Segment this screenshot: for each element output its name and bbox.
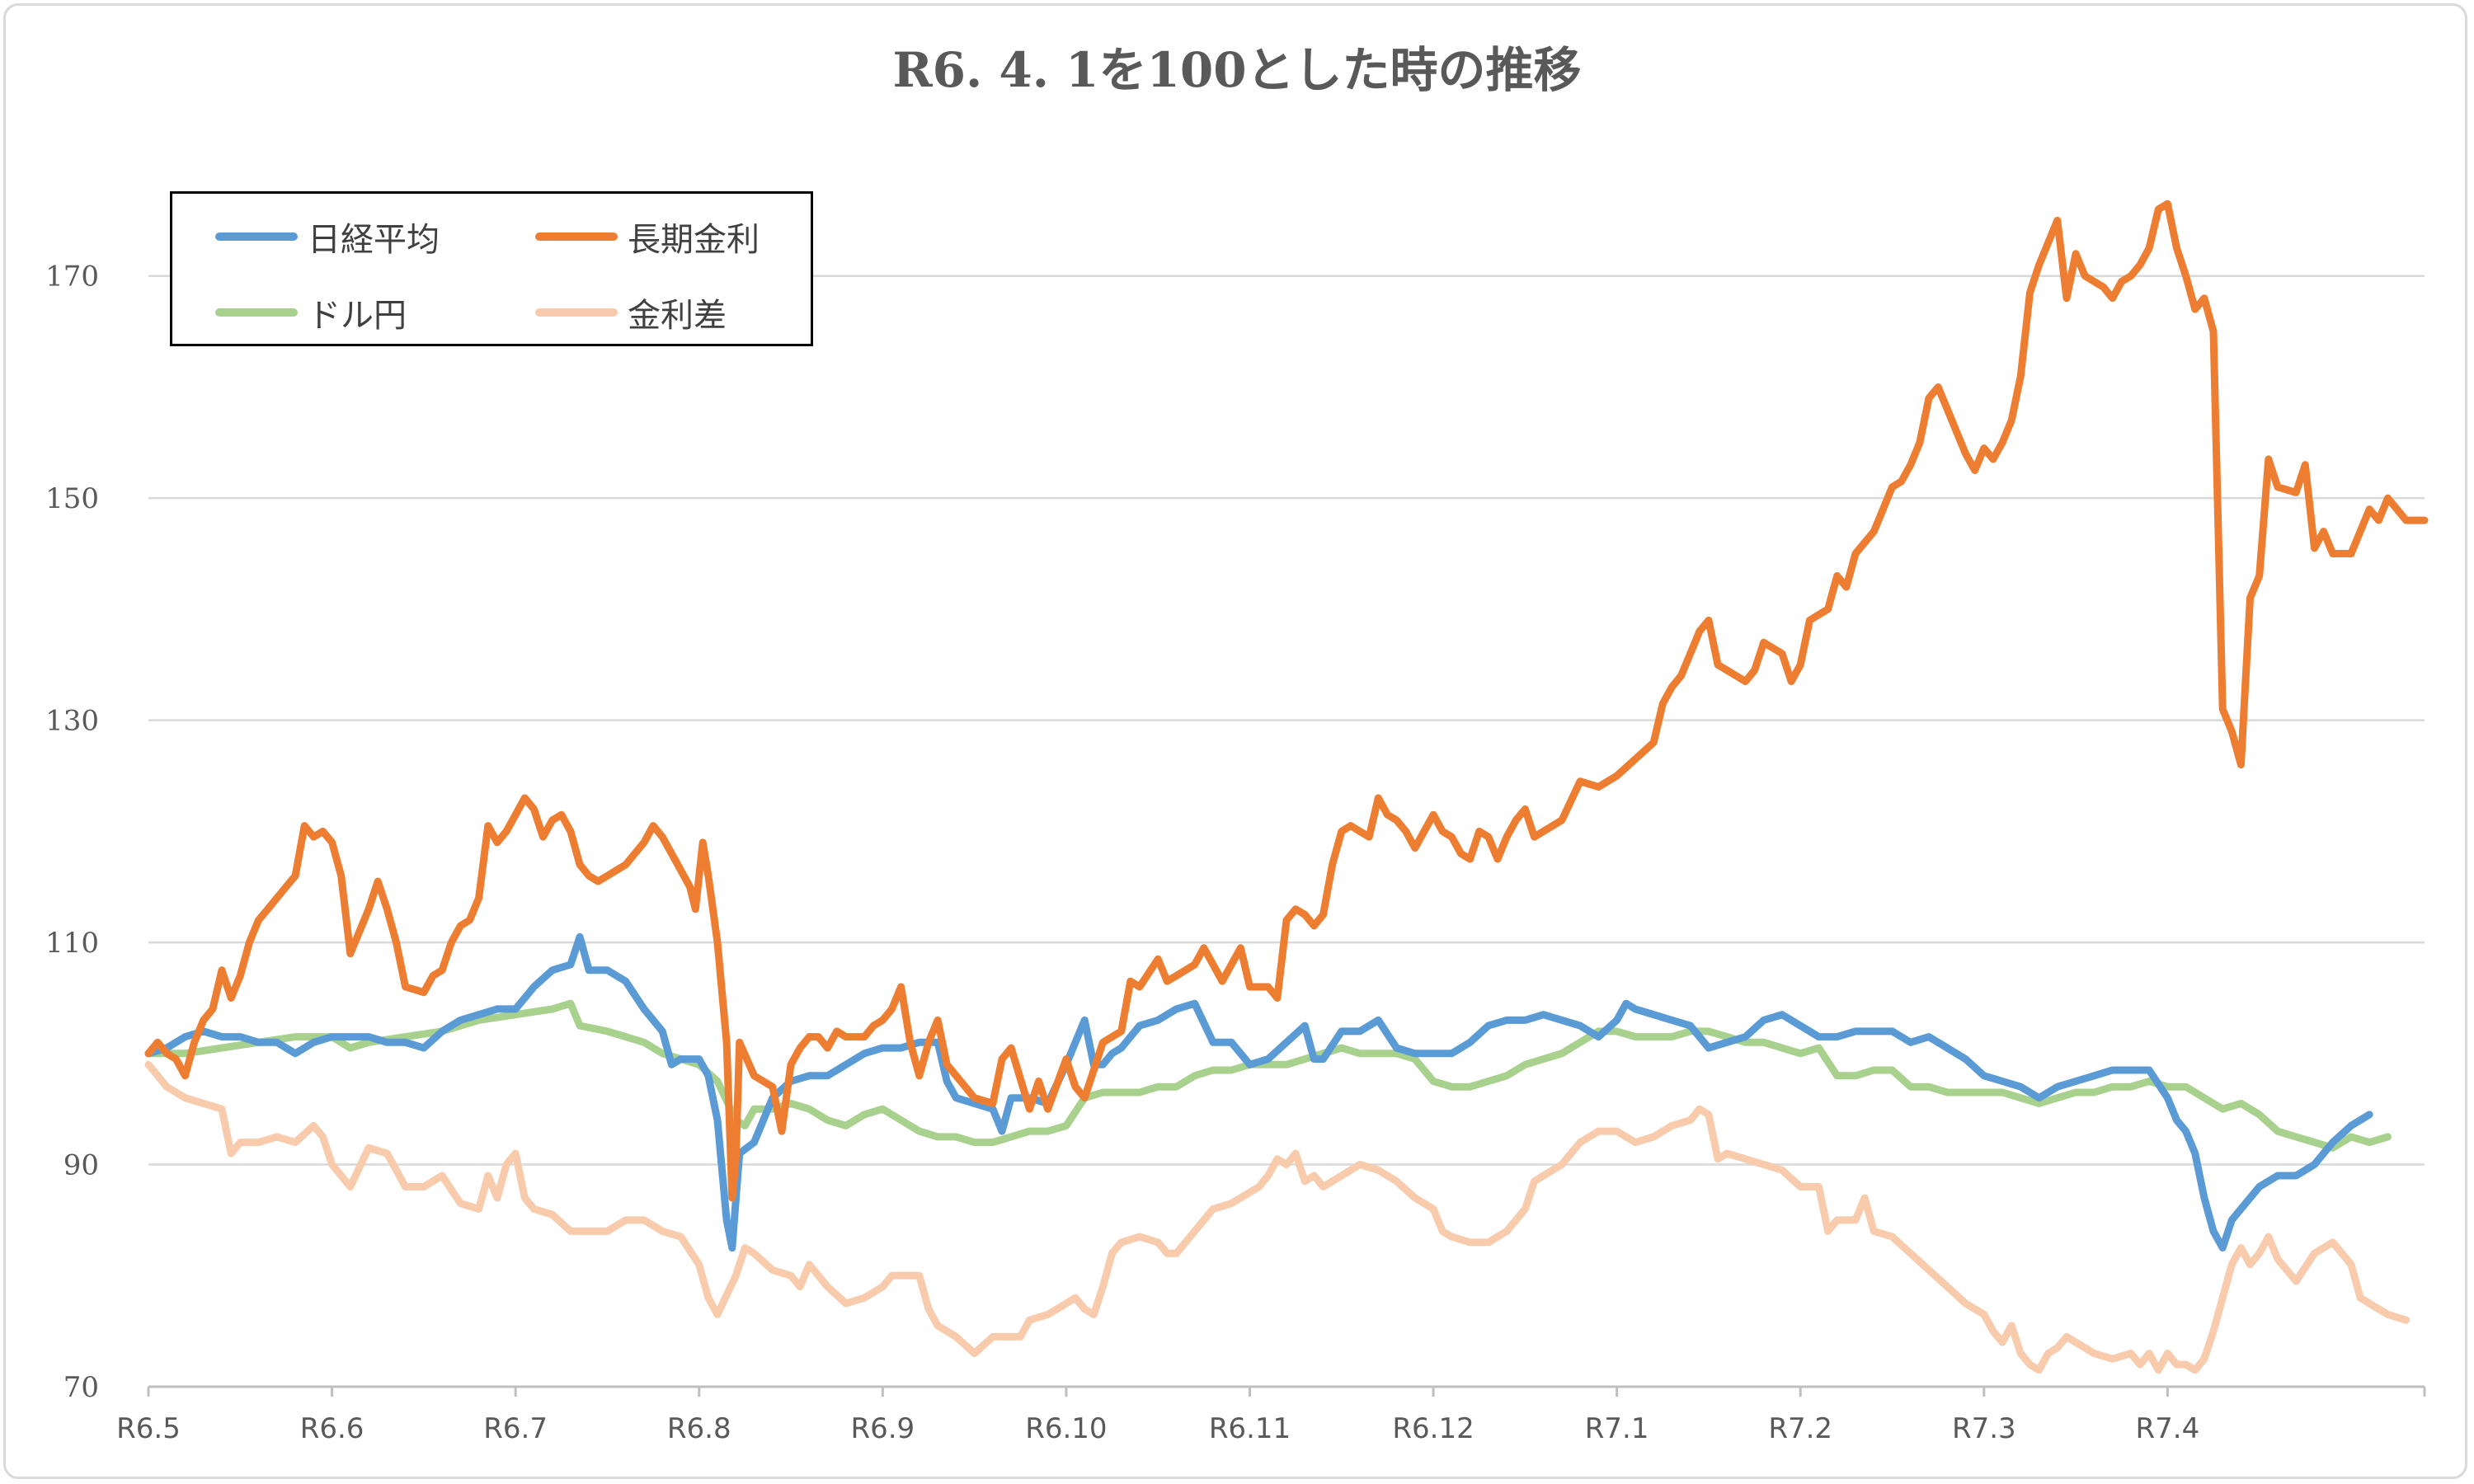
x-tick-label-0: R6.5 bbox=[116, 1412, 181, 1445]
legend-label-long-rate: 長期金利 bbox=[628, 221, 760, 259]
chart-title: R6. 4. 1を100とした時の推移 bbox=[892, 42, 1582, 98]
legend: 日経平均 長期金利 ドル円 金利差 bbox=[170, 191, 813, 346]
legend-item-nikkei: 日経平均 bbox=[215, 212, 440, 261]
x-tick-label-11: R7.4 bbox=[2136, 1412, 2200, 1445]
x-tick-label-1: R6.6 bbox=[300, 1412, 365, 1445]
x-tick-label-5: R6.10 bbox=[1025, 1412, 1107, 1445]
x-tick-label-9: R7.2 bbox=[1768, 1412, 1832, 1445]
series-line-2 bbox=[144, 999, 2392, 1152]
legend-label-rate-diff: 金利差 bbox=[628, 297, 727, 335]
legend-item-rate-diff: 金利差 bbox=[535, 288, 727, 337]
x-tick-label-7: R6.12 bbox=[1392, 1412, 1474, 1445]
y-tick-label-90: 90 bbox=[63, 1149, 99, 1182]
x-tick-label-4: R6.9 bbox=[850, 1412, 915, 1445]
x-tick-label-10: R7.3 bbox=[1952, 1412, 2016, 1445]
y-tick-label-150: 150 bbox=[45, 482, 99, 515]
legend-swatch-long-rate bbox=[535, 232, 618, 241]
x-tick-label-8: R7.1 bbox=[1585, 1412, 1649, 1445]
series-line-3 bbox=[144, 1060, 2411, 1374]
legend-item-long-rate: 長期金利 bbox=[535, 212, 760, 261]
y-tick-label-70: 70 bbox=[63, 1371, 99, 1404]
y-tick-label-130: 130 bbox=[45, 705, 99, 738]
legend-swatch-usdjpy bbox=[215, 308, 298, 317]
x-tick-label-2: R6.7 bbox=[483, 1412, 548, 1445]
legend-item-usdjpy: ドル円 bbox=[215, 288, 407, 337]
legend-label-nikkei: 日経平均 bbox=[308, 221, 440, 259]
series-line-0 bbox=[144, 932, 2373, 1252]
legend-swatch-nikkei bbox=[215, 232, 298, 241]
legend-swatch-rate-diff bbox=[535, 308, 618, 317]
x-tick-label-3: R6.8 bbox=[667, 1412, 731, 1445]
y-tick-label-170: 170 bbox=[45, 261, 99, 294]
x-tick-label-6: R6.11 bbox=[1209, 1412, 1291, 1445]
legend-label-usdjpy: ドル円 bbox=[308, 297, 407, 335]
y-tick-label-110: 110 bbox=[45, 927, 99, 960]
series-line-1 bbox=[144, 200, 2429, 1202]
